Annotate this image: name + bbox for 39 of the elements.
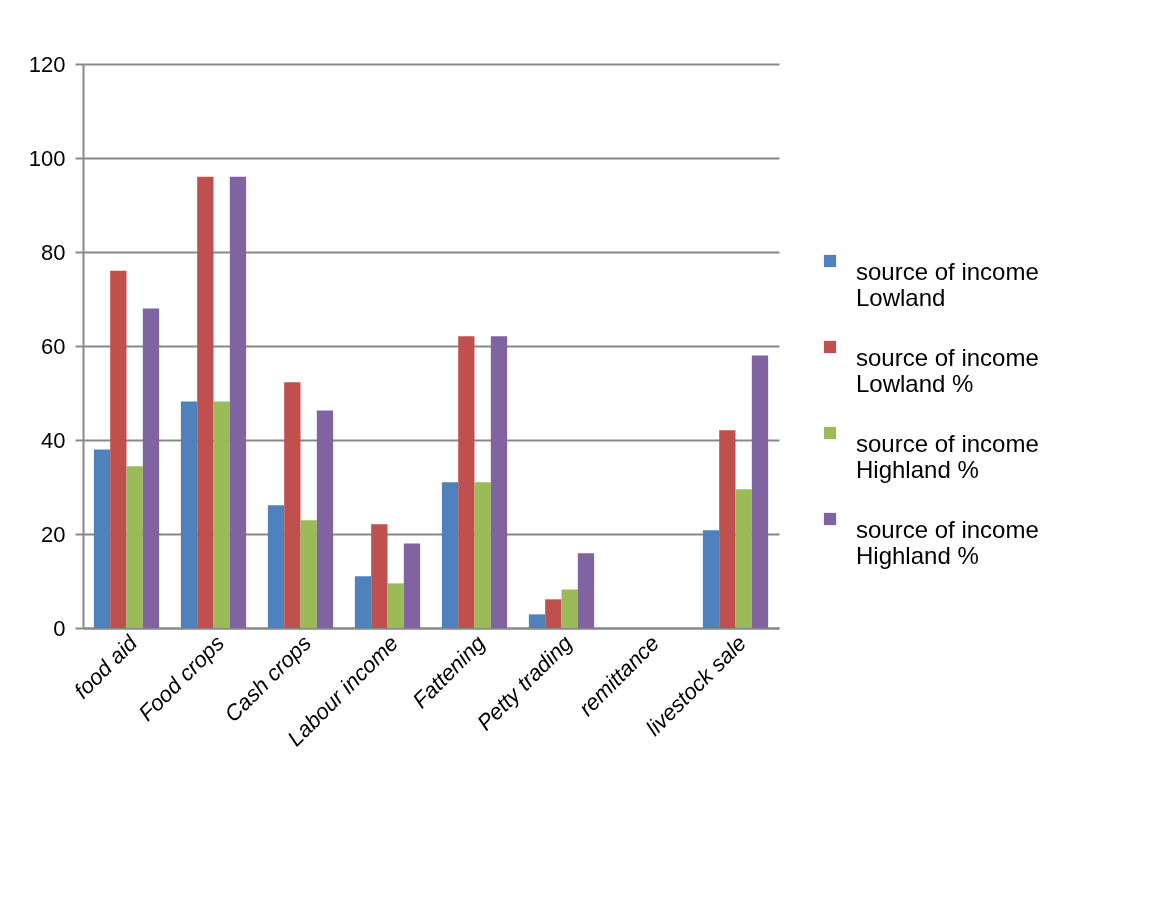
bar bbox=[490, 336, 508, 628]
bar bbox=[735, 489, 752, 628]
bar bbox=[371, 524, 388, 628]
bar bbox=[387, 583, 404, 628]
bar bbox=[267, 505, 285, 628]
bar bbox=[300, 520, 317, 628]
bar bbox=[213, 401, 230, 628]
legend-label: source of income Lowland bbox=[856, 258, 1039, 311]
bar bbox=[719, 430, 736, 628]
bar bbox=[142, 308, 160, 628]
bar bbox=[561, 589, 578, 628]
bar bbox=[284, 382, 301, 628]
bar bbox=[354, 576, 372, 628]
y-tick-label: 40 bbox=[41, 427, 66, 453]
y-tick-label: 20 bbox=[41, 521, 66, 547]
bar bbox=[229, 176, 247, 628]
legend-label: source of income Lowland % bbox=[856, 344, 1039, 397]
bar bbox=[751, 355, 769, 628]
bar bbox=[180, 401, 198, 628]
y-tick-label: 0 bbox=[53, 615, 66, 641]
bar bbox=[441, 482, 459, 628]
bar bbox=[403, 543, 421, 628]
y-tick-label: 80 bbox=[41, 239, 66, 265]
bar bbox=[528, 614, 546, 628]
bar bbox=[126, 466, 143, 628]
y-tick-label: 120 bbox=[28, 51, 66, 77]
bar bbox=[577, 553, 595, 628]
bar bbox=[316, 410, 334, 628]
bar bbox=[458, 336, 475, 628]
bar bbox=[197, 176, 214, 628]
bar bbox=[110, 270, 127, 628]
y-tick-label: 100 bbox=[28, 145, 66, 171]
legend-label: source of income Highland % bbox=[856, 430, 1039, 483]
bar bbox=[545, 599, 562, 628]
legend-label: source of income Highland % bbox=[856, 516, 1039, 569]
bar bbox=[702, 530, 720, 628]
bar bbox=[93, 449, 111, 628]
bar bbox=[474, 482, 491, 628]
y-tick-label: 60 bbox=[41, 333, 66, 359]
